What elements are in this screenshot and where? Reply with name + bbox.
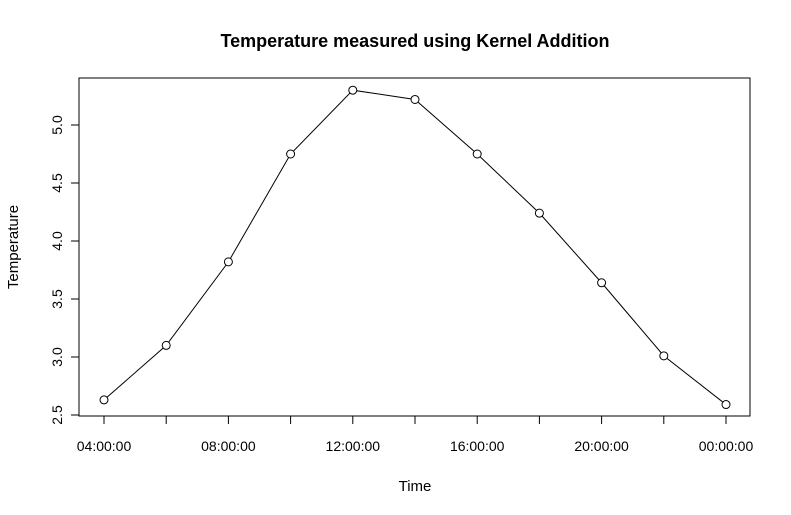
data-point: [534, 208, 544, 218]
x-tick-label: 16:00:00: [450, 438, 505, 454]
y-axis: 2.5 3.0 3.5 4.0 4.5 5.0: [49, 115, 80, 425]
y-tick-label: 3.0: [49, 347, 65, 367]
chart-title: Temperature measured using Kernel Additi…: [220, 31, 609, 51]
data-point: [286, 149, 296, 159]
x-axis: 04:00:00 08:00:00 12:00:00 16:00:00 20:00:00…: [77, 415, 754, 454]
y-tick-label: 2.5: [49, 405, 65, 425]
data-point: [597, 278, 607, 288]
data-points: [99, 85, 731, 410]
y-tick-label: 4.0: [49, 231, 65, 251]
series-line: [103, 89, 727, 405]
data-point: [410, 94, 420, 104]
x-tick-label: 12:00:00: [326, 438, 381, 454]
data-point: [348, 85, 358, 95]
y-tick-label: 4.5: [49, 173, 65, 193]
data-point: [99, 395, 109, 405]
y-axis-label: Temperature: [5, 205, 22, 289]
x-tick-label: 08:00:00: [201, 438, 256, 454]
data-point: [472, 149, 482, 159]
plot-frame: [78, 77, 751, 417]
x-tick-label: 00:00:00: [699, 438, 754, 454]
data-point: [223, 257, 233, 267]
data-point: [659, 351, 669, 361]
data-point: [721, 400, 731, 410]
y-tick-label: 5.0: [49, 115, 65, 135]
x-axis-label: Time: [399, 478, 432, 495]
x-tick-label: 20:00:00: [574, 438, 629, 454]
x-tick-label: 04:00:00: [77, 438, 132, 454]
data-point: [161, 340, 171, 350]
y-tick-label: 3.5: [49, 289, 65, 309]
